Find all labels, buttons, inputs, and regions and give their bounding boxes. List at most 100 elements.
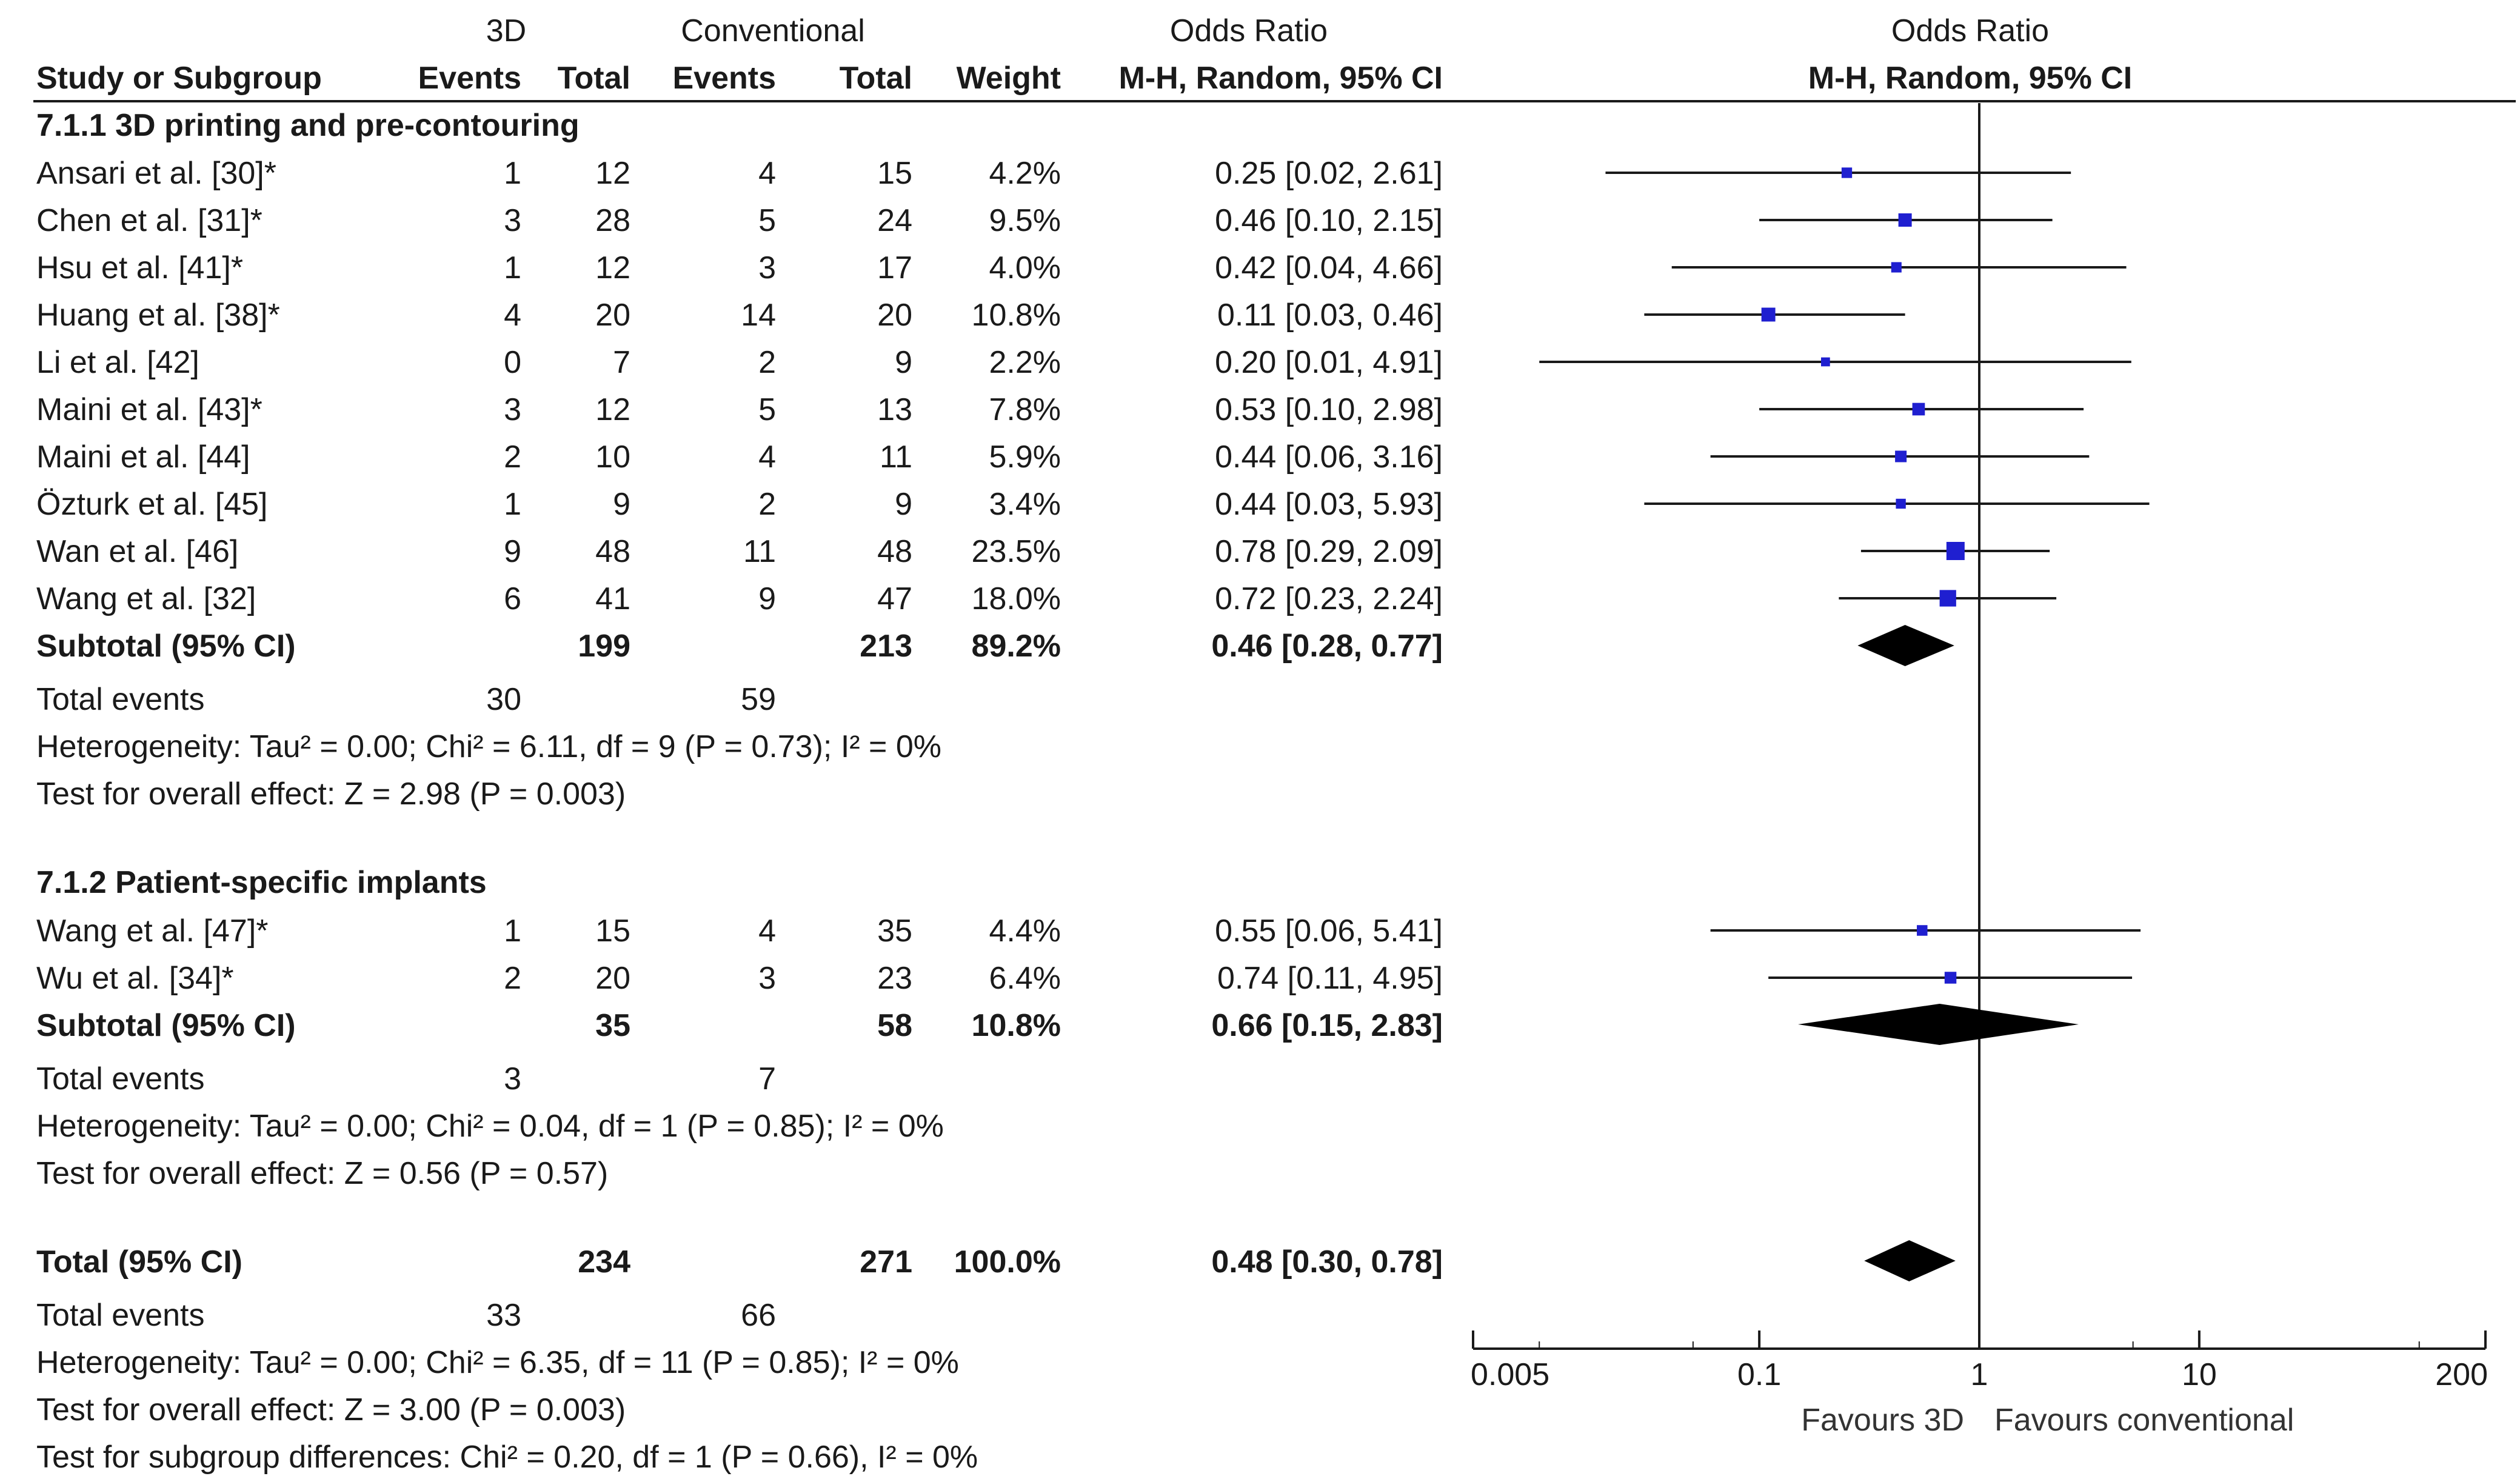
events-group2: 3 xyxy=(758,250,776,285)
col-events1-header: Events xyxy=(418,61,521,96)
study-name: Maini et al. [44] xyxy=(36,439,250,475)
subgroup-differences-text: Test for subgroup differences: Chi² = 0.… xyxy=(36,1440,978,1475)
point-estimate-marker xyxy=(1895,450,1907,462)
total-group2: 17 xyxy=(877,250,912,285)
events-group2: 14 xyxy=(741,298,776,333)
point-estimate-marker xyxy=(1912,402,1925,416)
col-study-header: Study or Subgroup xyxy=(36,61,322,96)
total-events-label: Total events xyxy=(36,682,205,717)
col-weight-header: Weight xyxy=(956,61,1061,96)
weight-value: 23.5% xyxy=(971,534,1061,569)
study-name: Ansari et al. [30]* xyxy=(36,156,276,191)
events-group1: 9 xyxy=(504,534,521,569)
events-group2: 4 xyxy=(758,913,776,949)
weight-value: 18.0% xyxy=(971,581,1061,616)
total-group2: 20 xyxy=(877,298,912,333)
total-events-group2: 66 xyxy=(741,1298,776,1333)
odds-ratio-ci: 0.78 [0.29, 2.09] xyxy=(1215,534,1443,569)
point-estimate-marker xyxy=(1891,262,1902,273)
study-name: Maini et al. [43]* xyxy=(36,392,262,427)
pooled-estimate-diamond xyxy=(1798,1004,2079,1045)
heterogeneity-text: Heterogeneity: Tau² = 0.00; Chi² = 6.11,… xyxy=(36,729,941,764)
total-group2: 23 xyxy=(877,961,912,996)
pooled-estimate-diamond xyxy=(1864,1240,1956,1281)
weight-value: 9.5% xyxy=(989,203,1061,238)
study-name: Wan et al. [46] xyxy=(36,534,239,569)
study-name: Wu et al. [34]* xyxy=(36,961,234,996)
study-name: Li et al. [42] xyxy=(36,345,199,380)
x-axis-tick-label: 200 xyxy=(2435,1357,2488,1392)
x-axis-tick-label: 10 xyxy=(2182,1357,2217,1392)
overall-effect-text: Test for overall effect: Z = 3.00 (P = 0… xyxy=(36,1392,626,1427)
total-group2: 24 xyxy=(877,203,912,238)
subgroup-title: 7.1.2 Patient-specific implants xyxy=(36,865,487,900)
total-group1: 20 xyxy=(595,298,630,333)
events-group1: 4 xyxy=(504,298,521,333)
x-axis-tick-label: 0.1 xyxy=(1737,1357,1781,1392)
events-group1: 1 xyxy=(504,156,521,191)
weight-value: 2.2% xyxy=(989,345,1061,380)
total-group1: 7 xyxy=(613,345,630,380)
events-group2: 4 xyxy=(758,439,776,475)
col-total2-header: Total xyxy=(839,61,912,96)
total-group1: 41 xyxy=(595,581,630,616)
weight-value: 4.4% xyxy=(989,913,1061,949)
odds-ratio-ci: 0.25 [0.02, 2.61] xyxy=(1215,156,1443,191)
point-estimate-marker xyxy=(1898,213,1912,227)
weight-value: 4.2% xyxy=(989,156,1061,191)
point-estimate-marker xyxy=(1939,590,1956,607)
weight-value: 3.4% xyxy=(989,487,1061,522)
total-group1: 12 xyxy=(595,250,630,285)
events-group1: 1 xyxy=(504,913,521,949)
total-group2: 35 xyxy=(877,913,912,949)
point-estimate-marker xyxy=(1946,542,1965,560)
events-group2: 2 xyxy=(758,487,776,522)
events-group2: 5 xyxy=(758,203,776,238)
group2-header: Conventional xyxy=(681,13,865,48)
events-group2: 11 xyxy=(743,534,776,569)
weight-value: 4.0% xyxy=(989,250,1061,285)
total-total2: 271 xyxy=(860,1244,912,1280)
total-group1: 9 xyxy=(613,487,630,522)
study-name: Wang et al. [47]* xyxy=(36,913,269,949)
subtotal-total1: 199 xyxy=(578,629,630,664)
subtotal-total2: 58 xyxy=(877,1008,912,1043)
subtotal-total1: 35 xyxy=(595,1008,630,1043)
odds-ratio-ci: 0.74 [0.11, 4.95] xyxy=(1217,961,1443,996)
total-group2: 13 xyxy=(877,392,912,427)
events-group2: 5 xyxy=(758,392,776,427)
odds-ratio-ci: 0.20 [0.01, 4.91] xyxy=(1215,345,1443,380)
total-events-group1: 3 xyxy=(504,1061,521,1097)
subtotal-ci: 0.66 [0.15, 2.83] xyxy=(1211,1008,1443,1043)
total-events-group2: 59 xyxy=(741,682,776,717)
total-total1: 234 xyxy=(578,1244,630,1280)
total-group2: 48 xyxy=(877,534,912,569)
total-weight: 100.0% xyxy=(954,1244,1061,1280)
heterogeneity-text: Heterogeneity: Tau² = 0.00; Chi² = 6.35,… xyxy=(36,1345,959,1380)
point-estimate-marker xyxy=(1761,307,1776,322)
total-group2: 11 xyxy=(880,439,912,475)
weight-value: 5.9% xyxy=(989,439,1061,475)
subtotal-weight: 10.8% xyxy=(971,1008,1061,1043)
subgroup-title: 7.1.1 3D printing and pre-contouring xyxy=(36,108,580,143)
point-estimate-marker xyxy=(1841,167,1853,178)
or-header-left: Odds Ratio xyxy=(1169,13,1328,48)
group1-header: 3D xyxy=(486,13,527,48)
events-group2: 3 xyxy=(758,961,776,996)
events-group2: 2 xyxy=(758,345,776,380)
col-events2-header: Events xyxy=(672,61,776,96)
odds-ratio-ci: 0.11 [0.03, 0.46] xyxy=(1217,298,1443,333)
total-group1: 15 xyxy=(595,913,630,949)
events-group2: 9 xyxy=(758,581,776,616)
total-group1: 12 xyxy=(595,392,630,427)
favours-left-label: Favours 3D xyxy=(1801,1403,1964,1438)
heterogeneity-text: Heterogeneity: Tau² = 0.00; Chi² = 0.04,… xyxy=(36,1109,944,1144)
total-group2: 15 xyxy=(877,156,912,191)
odds-ratio-ci: 0.72 [0.23, 2.24] xyxy=(1215,581,1443,616)
pooled-estimate-diamond xyxy=(1857,625,1954,666)
events-group1: 3 xyxy=(504,392,521,427)
total-label: Total (95% CI) xyxy=(36,1244,242,1280)
events-group1: 2 xyxy=(504,439,521,475)
